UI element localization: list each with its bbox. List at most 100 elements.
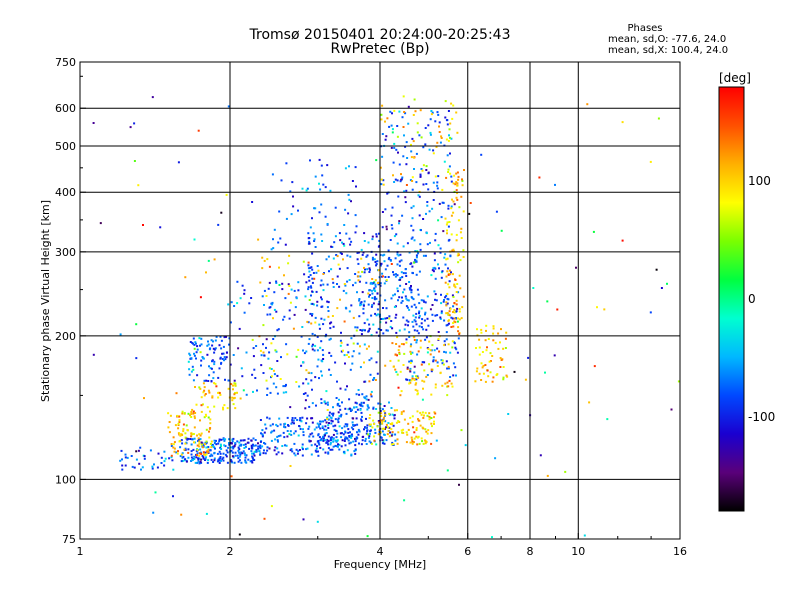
scatter-point (355, 185, 357, 188)
scatter-point (421, 411, 424, 414)
scatter-point (491, 380, 494, 383)
scatter-point (286, 430, 289, 432)
scatter-point (349, 434, 352, 437)
scatter-point (315, 450, 318, 453)
scatter-point (192, 337, 195, 340)
scatter-point (412, 298, 415, 301)
scatter-point (347, 193, 350, 196)
scatter-point (213, 446, 216, 449)
scatter-point (251, 455, 254, 458)
scatter-point (445, 304, 448, 307)
scatter-point (413, 437, 416, 440)
scatter-point (198, 454, 201, 457)
scatter-point (299, 417, 302, 420)
scatter-point (363, 343, 366, 346)
scatter-point (160, 462, 163, 464)
scatter-point (440, 310, 443, 313)
scatter-point (347, 439, 350, 442)
scatter-point (357, 433, 360, 436)
scatter-point (436, 141, 439, 144)
scatter-point (238, 451, 241, 454)
scatter-point (428, 340, 431, 343)
scatter-point (445, 138, 448, 141)
scatter-point (220, 211, 223, 214)
scatter-point (420, 437, 423, 440)
scatter-point (318, 323, 321, 326)
scatter-point (263, 259, 266, 262)
scatter-point (385, 423, 388, 426)
scatter-point (365, 395, 368, 398)
scatter-point (415, 306, 418, 309)
scatter-point (430, 110, 433, 112)
scatter-point (301, 446, 304, 449)
scatter-point (415, 152, 418, 155)
scatter-point (482, 372, 485, 375)
scatter-point (395, 371, 398, 373)
scatter-point (377, 411, 380, 414)
scatter-point (366, 430, 369, 433)
scatter-point (291, 450, 294, 453)
scatter-point (492, 376, 495, 379)
scatter-point (252, 452, 255, 455)
scatter-point (381, 420, 384, 423)
scatter-point (323, 401, 326, 404)
scatter-point (284, 444, 287, 447)
scatter-point (423, 319, 426, 322)
scatter-point (360, 333, 363, 336)
scatter-point (328, 270, 330, 273)
scatter-point (419, 243, 422, 246)
scatter-point (411, 440, 414, 443)
scatter-point (281, 282, 284, 285)
scatter-point (199, 296, 202, 299)
scatter-point (384, 268, 387, 271)
scatter-point (268, 417, 271, 420)
scatter-point (339, 408, 342, 411)
scatter-point (384, 412, 387, 415)
scatter-point (279, 378, 282, 380)
scatter-point (332, 406, 334, 409)
scatter-point (492, 339, 495, 342)
scatter-point (190, 435, 193, 438)
scatter-point (285, 391, 288, 394)
scatter-point (430, 370, 433, 373)
scatter-point (191, 438, 194, 441)
scatter-point (287, 262, 290, 265)
scatter-point (398, 345, 401, 348)
scatter-point (392, 271, 394, 274)
scatter-point (293, 289, 296, 292)
scatter-point (327, 451, 330, 454)
scatter-point (358, 280, 361, 283)
scatter-point (344, 431, 347, 434)
scatter-point (446, 292, 449, 295)
scatter-point (366, 535, 369, 538)
scatter-point (462, 210, 465, 213)
scatter-point (413, 319, 416, 322)
scatter-point (194, 412, 197, 414)
scatter-point (400, 429, 403, 432)
scatter-point (405, 141, 408, 144)
scatter-point (220, 361, 223, 364)
scatter-point (352, 428, 355, 431)
scatter-point (362, 312, 365, 315)
scatter-point (390, 434, 393, 437)
scatter-point (311, 281, 314, 284)
scatter-point (192, 379, 195, 382)
scatter-point (391, 131, 394, 134)
scatter-point (231, 440, 234, 443)
scatter-point (363, 380, 366, 383)
scatter-point (298, 419, 301, 422)
scatter-point (494, 457, 497, 460)
scatter-point (198, 337, 201, 340)
scatter-point (278, 417, 281, 420)
scatter-point (487, 375, 490, 378)
scatter-point (460, 195, 463, 198)
scatter-point (424, 338, 427, 341)
scatter-point (247, 458, 250, 461)
scatter-point (407, 122, 410, 125)
scatter-point (240, 367, 243, 370)
scatter-point (230, 383, 233, 386)
scatter-point (320, 164, 323, 167)
scatter-point (204, 393, 207, 395)
scatter-point (321, 349, 324, 352)
scatter-point (296, 452, 299, 455)
